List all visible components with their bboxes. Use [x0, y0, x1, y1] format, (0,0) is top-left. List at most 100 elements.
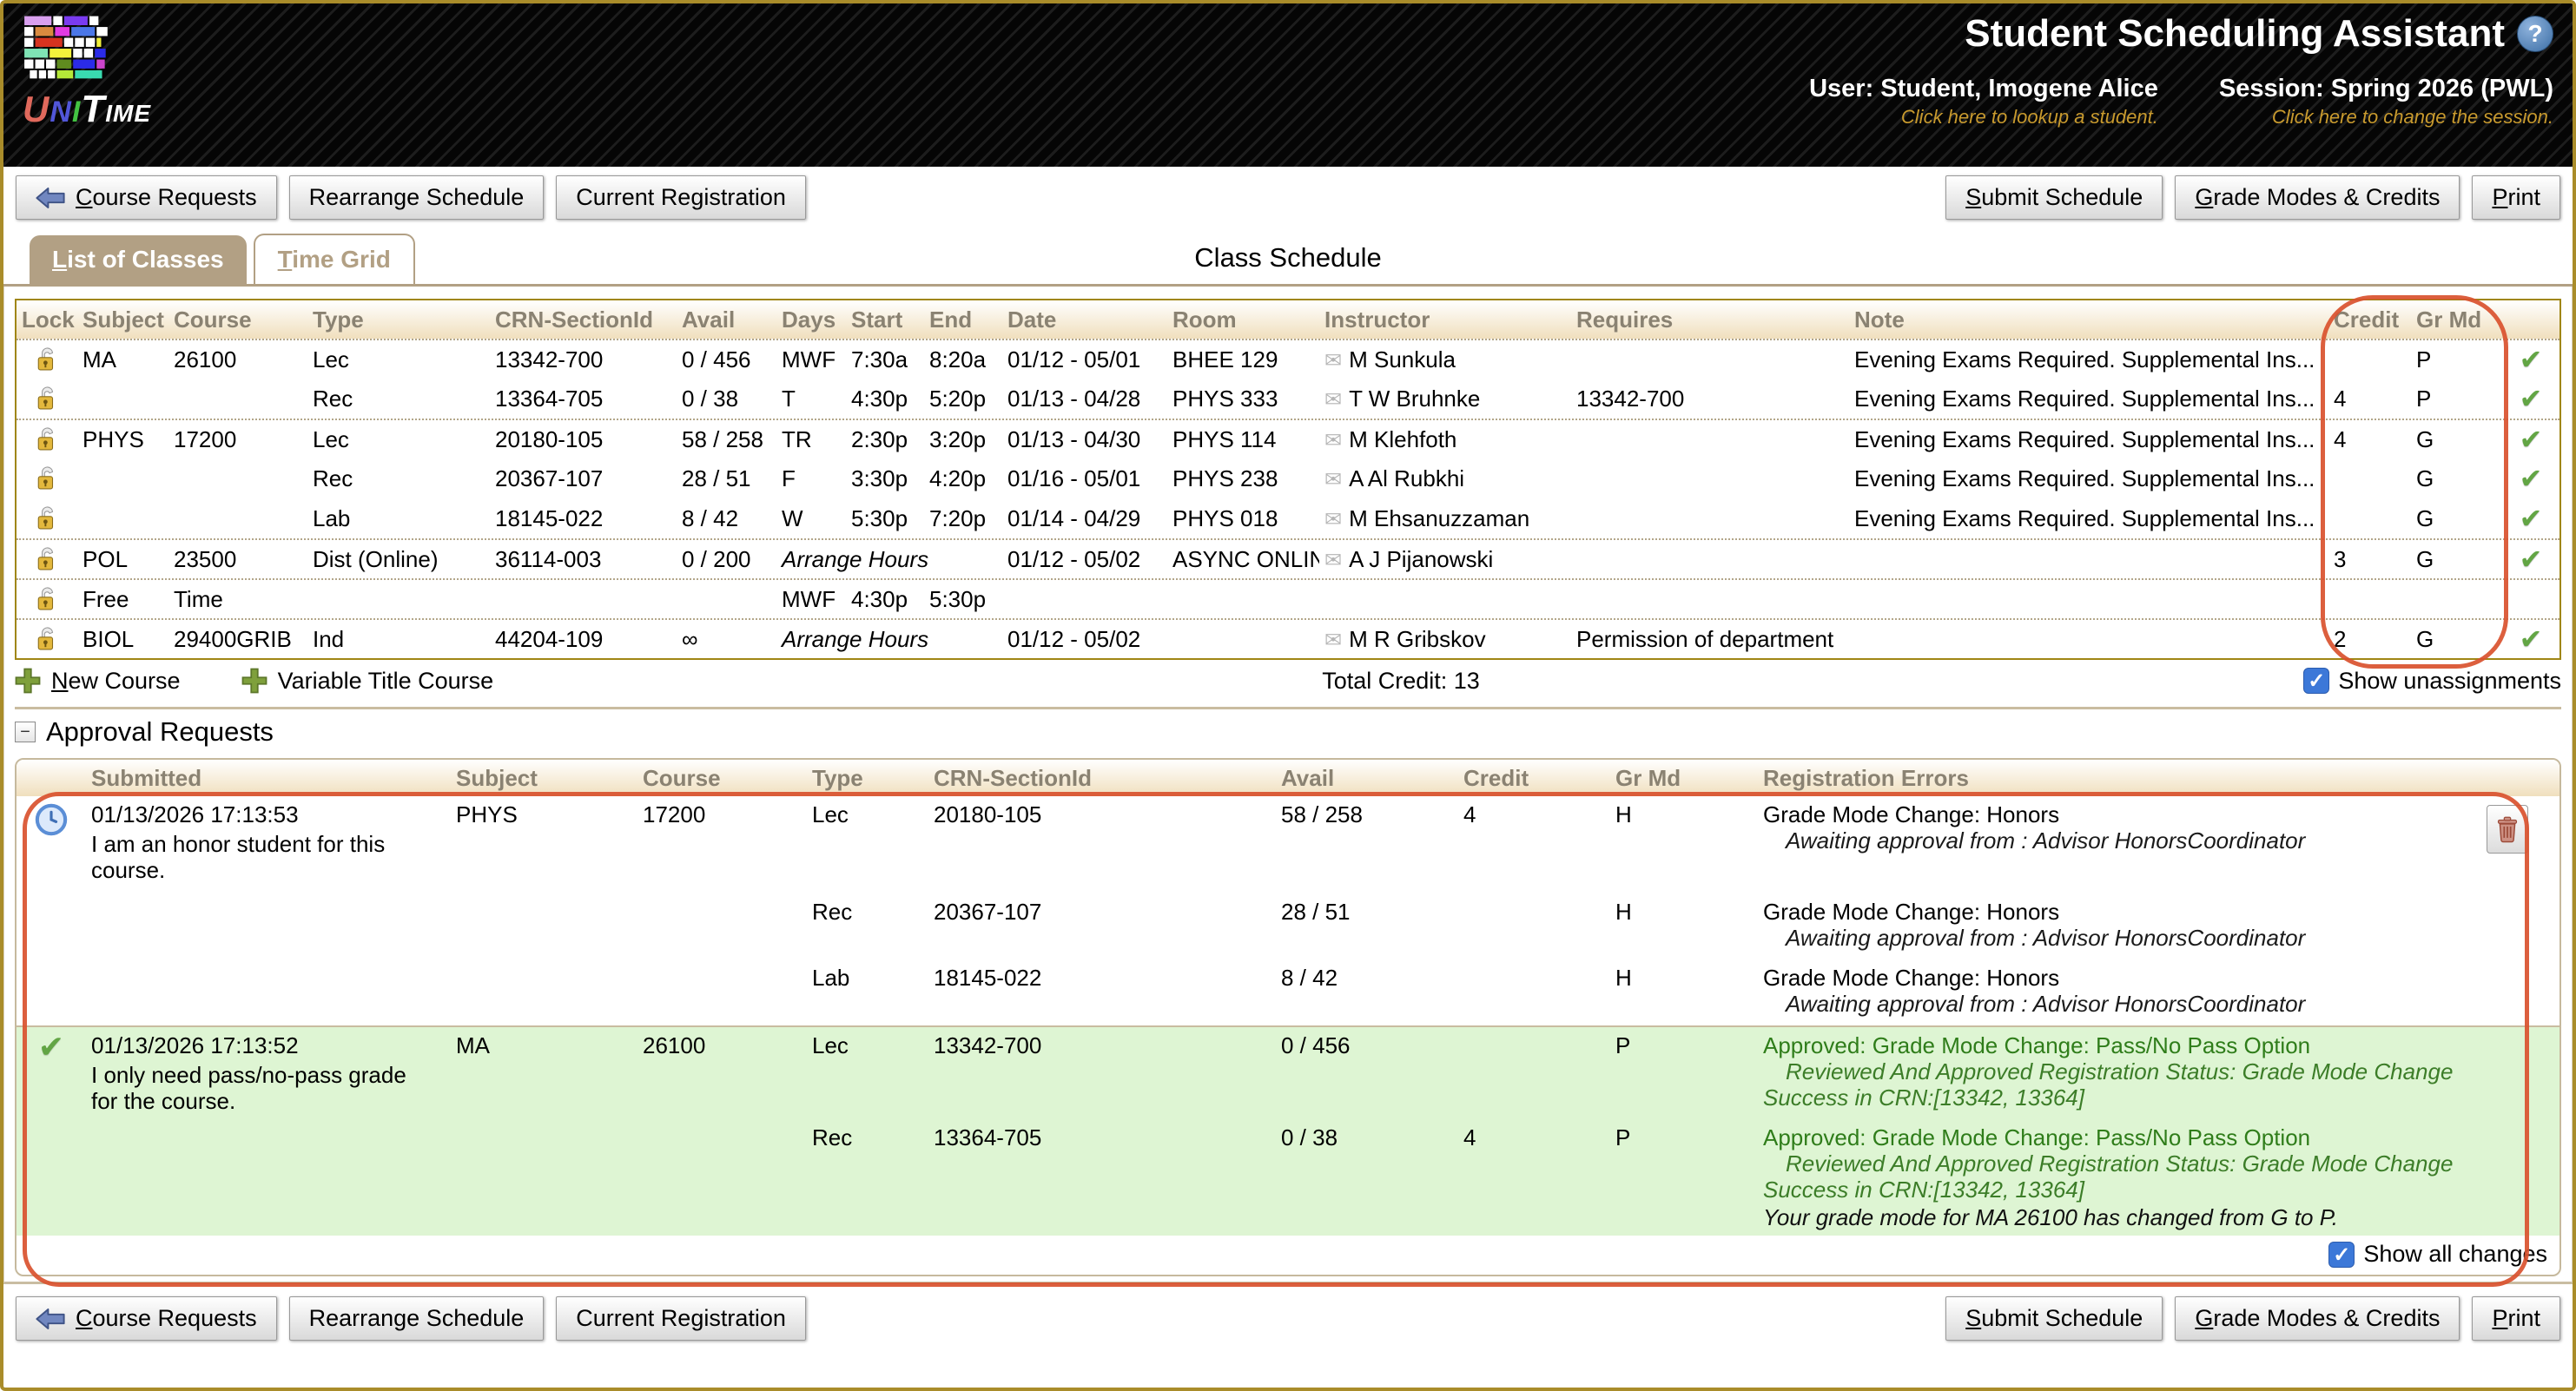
header-right: Student Scheduling Assistant ? User: Stu… — [1809, 3, 2553, 167]
tab-list-of-classes[interactable]: List of Classes — [30, 235, 247, 284]
table-row[interactable]: Rec 13364-705 0 / 38 T 4:30p 5:20p 01/13… — [17, 379, 2559, 419]
user-block: User: Student, Imogene Alice Click here … — [1809, 75, 2158, 129]
grade-mode-cell: P — [1615, 1032, 1631, 1058]
table-row[interactable]: MA 26100 Lec 13342-700 0 / 456 MWF 7:30a… — [17, 339, 2559, 379]
room-cell: PHYS 114 — [1172, 425, 1277, 452]
rearrange-schedule-button[interactable]: Rearrange Schedule — [288, 175, 545, 220]
type-cell: Ind — [313, 625, 345, 652]
avail-cell: 58 / 258 — [1281, 801, 1363, 827]
credit-cell: 4 — [2334, 425, 2347, 452]
arrange-hours-cell: Arrange Hours — [782, 625, 929, 652]
table-row[interactable]: POL 23500 Dist (Online) 36114-003 0 / 20… — [17, 538, 2559, 578]
lock-icon[interactable] — [17, 585, 77, 613]
current-registration-button[interactable]: Current Registration — [556, 175, 806, 220]
course-cell: 26100 — [174, 346, 237, 372]
submit-schedule-button[interactable]: Submit Schedule — [1945, 1296, 2163, 1341]
crn-cell: 13342-700 — [495, 346, 604, 372]
end-cell: 3:20p — [929, 425, 987, 452]
rearrange-schedule-button[interactable]: Rearrange Schedule — [288, 1296, 545, 1341]
back-arrow-icon — [36, 1308, 65, 1330]
type-cell: Lec — [812, 1032, 849, 1058]
show-unassignments-checkbox[interactable] — [2303, 668, 2330, 694]
room-cell: BHEE 129 — [1172, 346, 1278, 372]
class-table-header: Lock Subject Course Type CRN-SectionId A… — [17, 300, 2559, 339]
lock-icon[interactable] — [17, 465, 77, 492]
show-all-changes-checkbox[interactable] — [2328, 1241, 2355, 1268]
subject-cell: BIOL — [83, 625, 135, 652]
table-row[interactable]: BIOL 29400GRIB Ind 44204-109 ∞ Arrange H… — [17, 618, 2559, 658]
grade-mode-changed-note: Your grade mode for MA 26100 has changed… — [1763, 1204, 2338, 1230]
session-block: Session: Spring 2026 (PWL) Click here to… — [2219, 75, 2553, 129]
new-course-button[interactable]: New Course — [15, 668, 181, 695]
envelope-icon: ✉ — [1324, 428, 1343, 452]
note-cell: Evening Exams Required. Supplemental Ins… — [1854, 346, 2315, 372]
approved-check-icon: ✔ — [37, 1032, 65, 1060]
start-cell: 5:30p — [851, 504, 908, 531]
approval-requests-table: Submitted Subject Course Type CRN-Sectio… — [15, 758, 2561, 1276]
grade-mode-cell: G — [2416, 425, 2434, 452]
class-schedule-table: Lock Subject Course Type CRN-SectionId A… — [15, 299, 2561, 660]
type-cell: Rec — [313, 385, 353, 412]
crn-cell: 20367-107 — [934, 899, 1042, 925]
room-cell: PHYS 238 — [1172, 465, 1278, 491]
table-row[interactable]: Free Time MWF 4:30p 5:30p — [17, 578, 2559, 618]
unitime-wordmark: UNITIME — [23, 88, 152, 130]
print-button[interactable]: Print — [2472, 1296, 2560, 1341]
grade-modes-credits-button[interactable]: Grade Modes & Credits — [2175, 1296, 2460, 1341]
status-check-icon: ✔ — [2519, 623, 2543, 655]
date-cell: 01/12 - 05/02 — [1007, 625, 1141, 652]
start-cell: 2:30p — [851, 425, 908, 452]
grade-mode-cell: H — [1615, 801, 1632, 827]
grade-mode-cell: G — [2416, 504, 2434, 531]
lock-icon[interactable] — [17, 346, 77, 373]
instructor-cell: ✉ M Klehfoth — [1324, 425, 1457, 452]
change-session-link[interactable]: Click here to change the session. — [2271, 106, 2553, 128]
course-requests-button[interactable]: Course Requests — [16, 1296, 277, 1341]
subject-cell: MA — [456, 1032, 490, 1058]
help-icon[interactable]: ? — [2517, 16, 2553, 52]
print-button[interactable]: Print — [2472, 175, 2560, 220]
table-row[interactable]: PHYS 17200 Lec 20180-105 58 / 258 TR 2:3… — [17, 419, 2559, 458]
credit-cell: 4 — [1463, 801, 1476, 827]
avail-cell: 28 / 51 — [1281, 899, 1351, 925]
end-cell: 5:30p — [929, 585, 987, 612]
show-unassignments-toggle: Show unassignments — [2303, 668, 2561, 695]
delete-request-button[interactable] — [2487, 805, 2528, 854]
lookup-student-link[interactable]: Click here to lookup a student. — [1900, 106, 2158, 128]
crn-cell: 20180-105 — [934, 801, 1042, 827]
registration-errors-cell: Approved: Grade Mode Change: Pass/No Pas… — [1758, 1124, 2481, 1230]
crn-cell: 18145-022 — [934, 965, 1042, 991]
avail-cell: 58 / 258 — [682, 425, 763, 452]
end-cell: 8:20a — [929, 346, 987, 372]
instructor-cell: ✉ M Ehsanuzzaman — [1324, 504, 1530, 531]
table-row[interactable]: Lab 18145-022 8 / 42 W 5:30p 7:20p 01/14… — [17, 498, 2559, 538]
collapse-icon[interactable]: − — [15, 722, 36, 742]
submitted-cell: 01/13/2026 17:13:53 I am an honor studen… — [86, 801, 451, 883]
tab-panel: Lock Subject Course Type CRN-SectionId A… — [3, 287, 2573, 1284]
variable-title-course-button[interactable]: Variable Title Course — [241, 668, 493, 695]
days-cell: W — [782, 504, 803, 531]
lock-icon[interactable] — [17, 425, 77, 453]
type-cell: Dist (Online) — [313, 545, 439, 572]
course-cell: 26100 — [643, 1032, 706, 1058]
avail-cell: 8 / 42 — [682, 504, 739, 531]
approval-requests-heading: − Approval Requests — [15, 715, 2561, 749]
grade-modes-credits-button[interactable]: Grade Modes & Credits — [2175, 175, 2460, 220]
grade-mode-cell: P — [2416, 346, 2432, 372]
course-requests-button[interactable]: Course Requests — [16, 175, 277, 220]
subject-cell: PHYS — [456, 801, 518, 827]
lock-icon[interactable] — [17, 385, 77, 412]
status-check-icon: ✔ — [2519, 544, 2543, 575]
crn-cell: 13364-705 — [495, 385, 604, 412]
type-cell: Lec — [812, 801, 849, 827]
tab-time-grid[interactable]: Time Grid — [253, 234, 415, 284]
lock-icon[interactable] — [17, 504, 77, 532]
grade-mode-cell: G — [2416, 625, 2434, 652]
lock-icon[interactable] — [17, 625, 77, 653]
date-cell: 01/14 - 04/29 — [1007, 504, 1141, 531]
lock-icon[interactable] — [17, 545, 77, 573]
table-row[interactable]: Rec 20367-107 28 / 51 F 3:30p 4:20p 01/1… — [17, 458, 2559, 498]
submit-schedule-button[interactable]: Submit Schedule — [1945, 175, 2163, 220]
start-cell: 4:30p — [851, 385, 908, 412]
current-registration-button[interactable]: Current Registration — [556, 1296, 806, 1341]
